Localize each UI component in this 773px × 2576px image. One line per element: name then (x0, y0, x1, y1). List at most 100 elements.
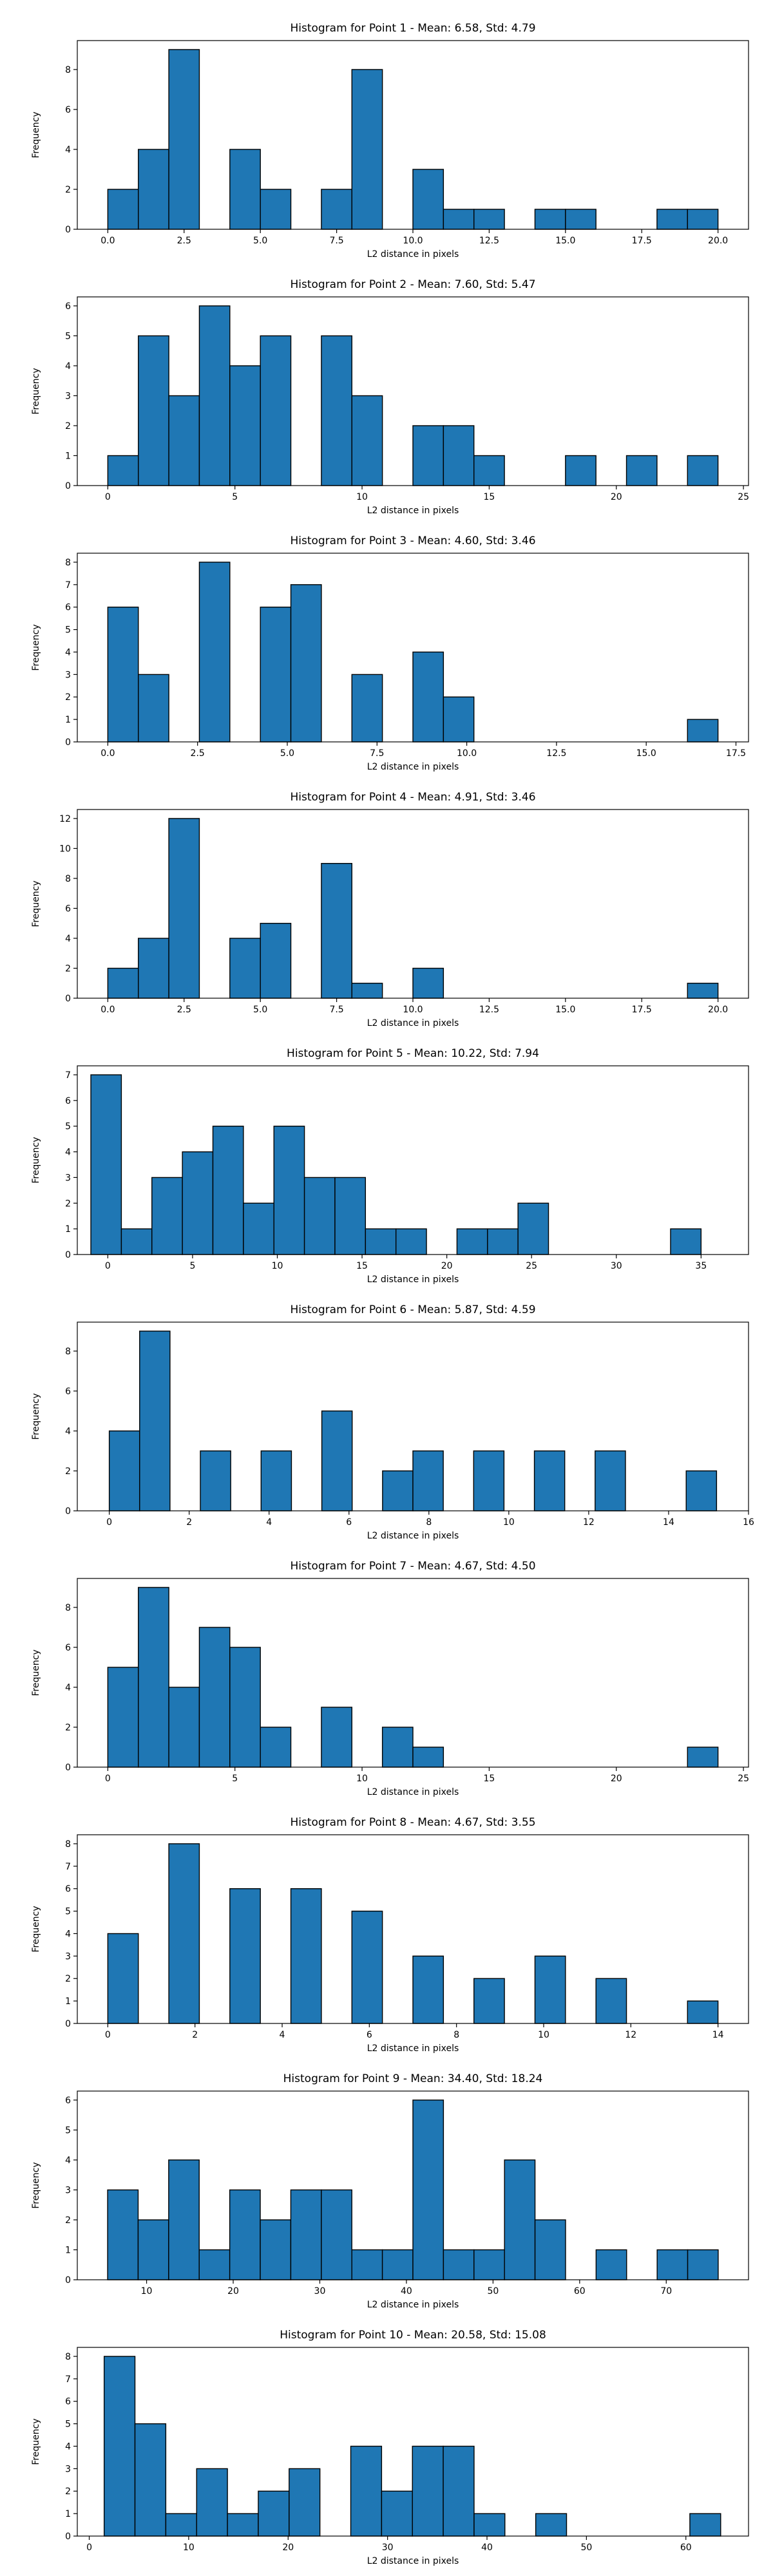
y-tick-label: 2 (65, 185, 71, 195)
x-axis-label: L2 distance in pixels (367, 2043, 459, 2054)
histogram-bar (168, 818, 200, 999)
histogram-bar (321, 335, 352, 486)
histogram-bar (473, 1450, 505, 1511)
histogram-bar (321, 1410, 353, 1511)
x-tick-label: 15.0 (636, 748, 656, 759)
histogram-bar (260, 607, 292, 743)
x-tick-label: 20 (611, 492, 622, 502)
x-tick-label: 5.0 (280, 748, 294, 759)
y-tick-label: 6 (65, 1096, 71, 1106)
histogram-bar (321, 2189, 352, 2280)
histogram-bar (473, 2249, 505, 2280)
y-tick-label: 12 (59, 814, 71, 824)
y-tick-label: 6 (65, 904, 71, 914)
x-axis-label: L2 distance in pixels (367, 1274, 459, 1285)
y-tick-label: 3 (65, 2185, 71, 2195)
histogram-bar (443, 209, 475, 230)
x-tick-label: 2 (192, 2030, 198, 2040)
histogram-bar (534, 2219, 566, 2280)
histogram-bar (381, 1727, 414, 1768)
histogram-bar (290, 1888, 322, 2024)
histogram-bar (151, 1177, 183, 1255)
histogram-panel-2: Histogram for Point 2 - Mean: 7.60, Std:… (31, 278, 749, 516)
histogram-bar (90, 1074, 122, 1255)
histogram-bar (412, 1747, 444, 1768)
y-tick-label: 6 (65, 2397, 71, 2407)
y-tick-label: 6 (65, 105, 71, 115)
histogram-bar (351, 395, 383, 486)
histogram-bar (533, 1450, 566, 1511)
y-tick-label: 4 (65, 1148, 71, 1158)
y-tick-label: 4 (65, 361, 71, 372)
x-tick-label: 12.5 (479, 236, 499, 246)
x-tick-label: 4 (266, 1517, 272, 1528)
histogram-bar (289, 2468, 321, 2537)
y-tick-label: 4 (65, 145, 71, 155)
x-tick-label: 30 (611, 1261, 622, 1271)
histogram-bar (229, 149, 261, 230)
y-tick-label: 2 (65, 1198, 71, 1209)
histogram-bar (687, 719, 719, 743)
x-tick-label: 0 (86, 2543, 92, 2553)
x-tick-label: 7.5 (370, 748, 384, 759)
histogram-bar (168, 1687, 200, 1768)
y-axis-label: Frequency (31, 880, 41, 927)
histogram-bar (656, 2249, 689, 2280)
x-tick-label: 50 (487, 2286, 499, 2297)
histogram-bar (565, 455, 596, 486)
histogram-bar (103, 2356, 136, 2537)
histogram-panel-5: Histogram for Point 5 - Mean: 10.22, Std… (31, 1047, 749, 1285)
y-tick-label: 2 (65, 421, 71, 431)
y-tick-label: 1 (65, 715, 71, 725)
y-tick-label: 2 (65, 1466, 71, 1477)
y-tick-label: 8 (65, 65, 71, 75)
x-tick-label: 15 (483, 492, 495, 502)
x-tick-label: 5 (232, 492, 238, 502)
histogram-bar (351, 983, 383, 999)
histogram-bar (351, 69, 383, 230)
chart-title: Histogram for Point 3 - Mean: 4.60, Std:… (290, 535, 535, 547)
chart-title: Histogram for Point 4 - Mean: 4.91, Std:… (290, 791, 535, 804)
histogram-bar (625, 455, 658, 486)
y-tick-label: 6 (65, 1643, 71, 1653)
chart-title: Histogram for Point 10 - Mean: 20.58, St… (280, 2329, 546, 2342)
histogram-bar (595, 2249, 627, 2280)
histogram-bar (382, 1470, 414, 1511)
histogram-bar (535, 2513, 568, 2537)
histogram-bar (108, 1430, 140, 1511)
y-axis-label: Frequency (31, 1137, 41, 1183)
y-tick-label: 4 (65, 1426, 71, 1437)
histogram-bar (229, 2189, 261, 2280)
histogram-bar (321, 1707, 352, 1768)
histogram-bar (165, 2513, 197, 2537)
histogram-bar (487, 1228, 519, 1255)
histogram-bar (351, 1910, 383, 2024)
y-tick-label: 2 (65, 2486, 71, 2497)
x-tick-label: 20.0 (708, 236, 728, 246)
histogram-bar (321, 189, 352, 230)
histogram-bar (227, 2513, 259, 2537)
x-tick-label: 0 (105, 1261, 111, 1271)
x-tick-label: 0.0 (100, 1005, 115, 1015)
axes-frame (77, 1578, 749, 1768)
y-tick-label: 3 (65, 670, 71, 680)
x-tick-label: 30 (314, 2286, 326, 2297)
x-tick-label: 10 (538, 2030, 549, 2040)
y-tick-label: 1 (65, 451, 71, 461)
x-tick-label: 7.5 (329, 236, 343, 246)
histogram-bar (350, 2445, 383, 2537)
x-axis-label: L2 distance in pixels (367, 2300, 459, 2310)
x-tick-label: 15.0 (555, 1005, 575, 1015)
chart-title: Histogram for Point 6 - Mean: 5.87, Std:… (290, 1303, 535, 1316)
y-tick-label: 5 (65, 2420, 71, 2430)
x-tick-label: 8 (453, 2030, 459, 2040)
histogram-bar (687, 209, 719, 230)
histogram-bar (198, 562, 231, 743)
x-tick-label: 4 (280, 2030, 285, 2040)
y-tick-label: 8 (65, 1603, 71, 1613)
y-tick-label: 5 (65, 1122, 71, 1132)
x-tick-label: 0.0 (100, 236, 115, 246)
x-tick-label: 10 (356, 492, 368, 502)
histogram-bar (351, 2249, 383, 2280)
